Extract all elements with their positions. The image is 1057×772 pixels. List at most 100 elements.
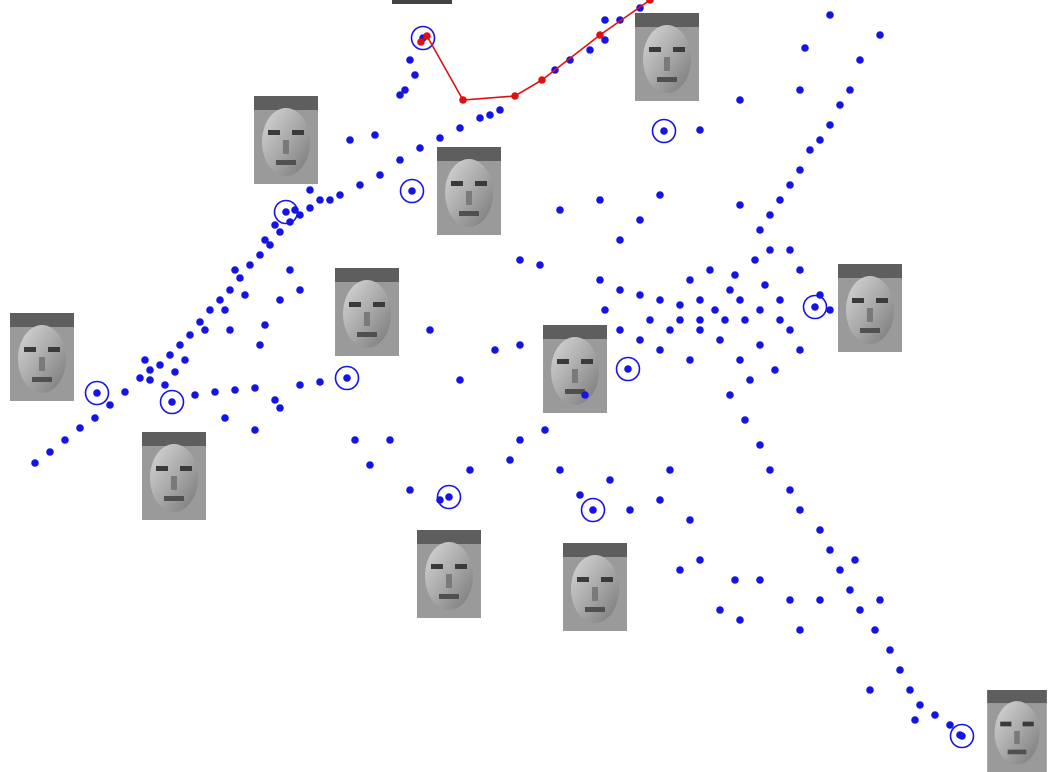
- point: [417, 38, 425, 46]
- point: [251, 426, 259, 434]
- point: [766, 466, 774, 474]
- point: [401, 86, 409, 94]
- face-thumbnail: [335, 268, 399, 356]
- point: [626, 506, 634, 514]
- point: [856, 56, 864, 64]
- point: [606, 476, 614, 484]
- point: [326, 196, 334, 204]
- point: [231, 266, 239, 274]
- point: [456, 124, 464, 132]
- point: [851, 556, 859, 564]
- point: [596, 31, 604, 39]
- point: [256, 341, 264, 349]
- point: [376, 171, 384, 179]
- face-thumbnail: [437, 147, 501, 235]
- point: [459, 96, 467, 104]
- point: [486, 111, 494, 119]
- point: [726, 391, 734, 399]
- point: [426, 326, 434, 334]
- point: [696, 316, 704, 324]
- point: [796, 346, 804, 354]
- point: [836, 566, 844, 574]
- point: [476, 114, 484, 122]
- point: [566, 56, 574, 64]
- point: [271, 396, 279, 404]
- point: [816, 596, 824, 604]
- point: [776, 196, 784, 204]
- point: [761, 281, 769, 289]
- point: [106, 401, 114, 409]
- highlight-ring: [399, 178, 425, 204]
- point: [343, 374, 351, 382]
- point: [706, 266, 714, 274]
- point: [46, 448, 54, 456]
- point: [660, 127, 668, 135]
- point: [276, 296, 284, 304]
- point: [346, 136, 354, 144]
- point: [601, 306, 609, 314]
- point: [496, 106, 504, 114]
- highlight-ring: [580, 497, 606, 523]
- point: [146, 366, 154, 374]
- point: [826, 546, 834, 554]
- point: [616, 236, 624, 244]
- point: [386, 436, 394, 444]
- point: [506, 456, 514, 464]
- point: [756, 226, 764, 234]
- point: [161, 381, 169, 389]
- point: [176, 341, 184, 349]
- point: [246, 261, 254, 269]
- point: [751, 256, 759, 264]
- point: [656, 296, 664, 304]
- point: [596, 276, 604, 284]
- point: [636, 216, 644, 224]
- point: [121, 388, 129, 396]
- point: [801, 44, 809, 52]
- point: [676, 316, 684, 324]
- highlight-ring: [273, 199, 299, 225]
- point: [656, 191, 664, 199]
- face-thumbnail: [417, 530, 481, 618]
- point: [731, 576, 739, 584]
- face-thumbnails: [10, 0, 1047, 772]
- point: [31, 459, 39, 467]
- face-thumbnail: [254, 96, 318, 184]
- point: [581, 391, 589, 399]
- point: [686, 356, 694, 364]
- point: [408, 187, 416, 195]
- point: [741, 416, 749, 424]
- point: [796, 166, 804, 174]
- point: [221, 414, 229, 422]
- face-thumbnail: [142, 432, 206, 520]
- highlight-ring: [802, 294, 828, 320]
- point: [336, 191, 344, 199]
- point: [186, 331, 194, 339]
- point: [261, 321, 269, 329]
- highlight-ring: [410, 25, 436, 51]
- point: [756, 576, 764, 584]
- point: [846, 86, 854, 94]
- point: [696, 326, 704, 334]
- point: [423, 32, 431, 40]
- point: [676, 566, 684, 574]
- point: [796, 86, 804, 94]
- point: [846, 586, 854, 594]
- point: [356, 181, 364, 189]
- point: [796, 626, 804, 634]
- point: [276, 228, 284, 236]
- point: [796, 266, 804, 274]
- point: [666, 466, 674, 474]
- point: [931, 711, 939, 719]
- point: [516, 256, 524, 264]
- point: [91, 414, 99, 422]
- point: [731, 271, 739, 279]
- point: [796, 506, 804, 514]
- point: [686, 516, 694, 524]
- point: [696, 296, 704, 304]
- point: [816, 136, 824, 144]
- face-thumbnail: [10, 313, 74, 401]
- point: [191, 391, 199, 399]
- point: [146, 376, 154, 384]
